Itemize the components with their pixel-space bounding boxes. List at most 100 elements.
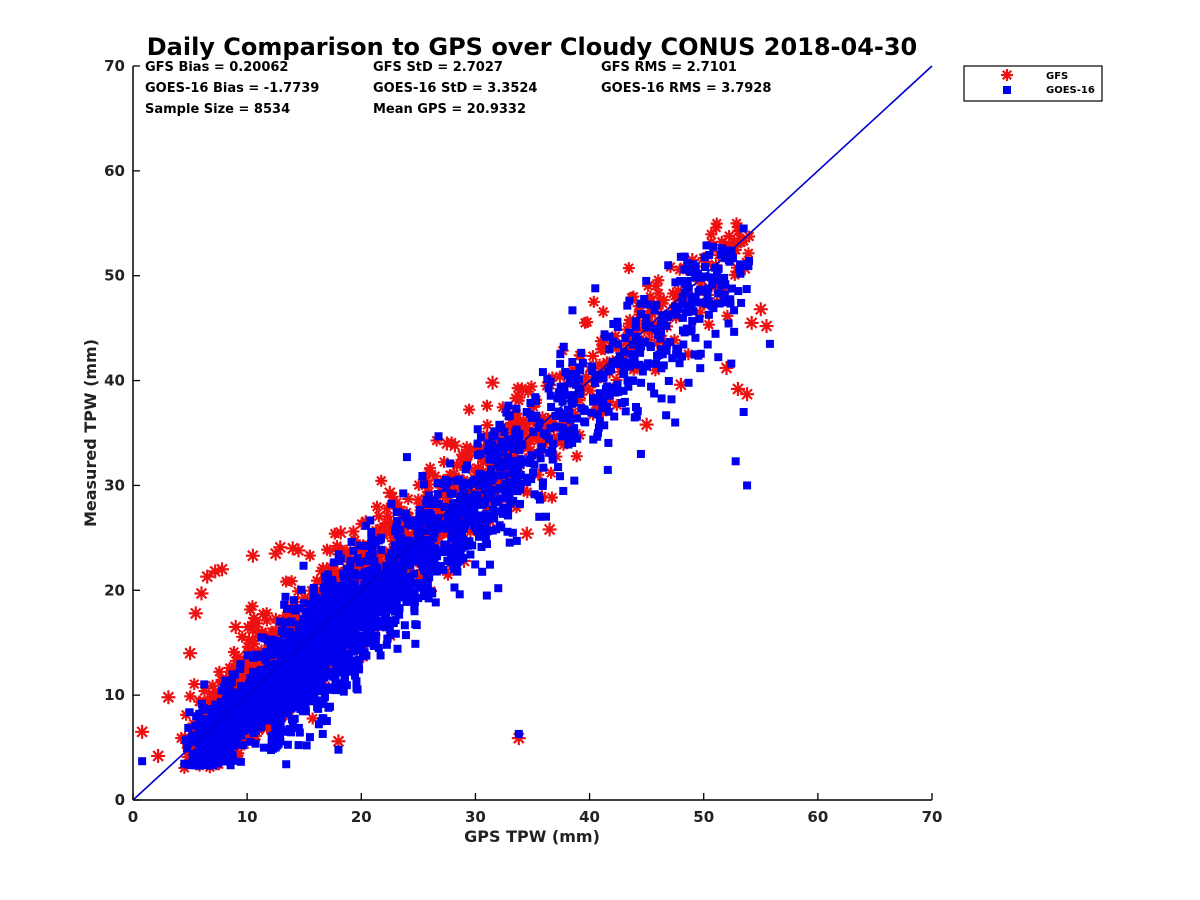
- goes16-point: [404, 540, 413, 549]
- goes16-point: [513, 471, 522, 480]
- goes16-point: [372, 631, 381, 640]
- goes16-point: [671, 278, 680, 287]
- goes16-point: [515, 436, 524, 445]
- points-layer: [135, 217, 774, 774]
- goes16-point: [640, 294, 649, 303]
- goes16-point: [306, 602, 315, 611]
- gfs-point: [480, 399, 493, 412]
- goes16-point: [272, 638, 281, 647]
- goes16-point: [656, 350, 665, 359]
- gfs-point: [381, 510, 394, 523]
- goes16-point: [346, 594, 355, 603]
- goes16-point: [451, 540, 460, 549]
- goes16-point: [714, 289, 723, 298]
- goes16-point: [635, 360, 644, 369]
- goes16-point: [377, 582, 386, 591]
- goes16-point: [434, 514, 443, 523]
- goes16-point: [393, 586, 402, 595]
- gfs-point: [597, 305, 610, 318]
- goes16-point: [505, 538, 514, 547]
- goes16-point: [652, 359, 661, 368]
- goes16-point: [736, 260, 745, 269]
- goes16-point: [310, 681, 319, 690]
- goes16-point: [559, 429, 568, 438]
- goes16-point: [368, 547, 377, 556]
- goes16-point: [573, 434, 582, 443]
- goes16-point: [440, 540, 449, 549]
- goes16-point: [212, 728, 221, 737]
- gfs-point: [260, 614, 273, 627]
- goes16-point: [637, 378, 646, 387]
- goes16-point: [359, 604, 368, 613]
- goes16-point: [308, 642, 317, 651]
- goes16-point: [656, 334, 665, 343]
- goes16-point: [616, 352, 625, 361]
- goes16-point: [335, 685, 344, 694]
- goes16-point: [608, 358, 617, 367]
- goes16-point: [236, 757, 245, 766]
- goes16-point: [386, 630, 395, 639]
- goes16-point: [628, 340, 637, 349]
- goes16-point: [601, 332, 610, 341]
- goes16-point: [507, 442, 516, 451]
- goes16-point: [546, 377, 555, 386]
- goes16-point: [360, 611, 369, 620]
- goes16-point: [419, 480, 428, 489]
- goes16-point: [345, 613, 354, 622]
- goes16-point: [546, 391, 555, 400]
- stat-mean-gps: Mean GPS = 20.9332: [373, 102, 526, 117]
- gfs-point: [267, 626, 280, 639]
- gfs-point: [135, 724, 150, 739]
- goes16-point: [358, 599, 367, 608]
- goes16-point: [274, 715, 283, 724]
- goes16-point: [427, 565, 436, 574]
- goes16-point: [351, 618, 360, 627]
- goes16-point: [709, 304, 718, 313]
- goes16-point: [432, 567, 441, 576]
- goes16-point: [530, 490, 539, 499]
- goes16-point: [322, 634, 331, 643]
- goes16-point: [461, 520, 470, 529]
- goes16-point: [425, 526, 434, 535]
- goes16-point: [536, 454, 545, 463]
- gfs-point: [303, 549, 316, 562]
- gfs-point: [719, 360, 734, 375]
- goes16-point: [483, 488, 492, 497]
- goes16-point: [701, 272, 710, 281]
- goes16-point: [664, 261, 673, 270]
- x-tick-label: 20: [351, 808, 372, 826]
- series-goes16: [138, 224, 774, 770]
- goes16-point: [735, 265, 744, 274]
- goes16-point: [362, 579, 371, 588]
- goes16-point: [396, 525, 405, 534]
- goes16-point: [298, 680, 307, 689]
- goes16-point: [605, 345, 614, 354]
- goes16-point: [326, 597, 335, 606]
- goes16-point: [313, 667, 322, 676]
- gfs-point: [515, 382, 528, 395]
- goes16-point: [393, 644, 402, 653]
- goes16-point: [535, 418, 544, 427]
- goes16-point: [371, 595, 380, 604]
- goes16-point: [656, 345, 665, 354]
- goes16-point: [357, 618, 366, 627]
- goes16-point: [603, 465, 612, 474]
- goes16-point: [556, 350, 565, 359]
- goes16-point: [720, 273, 729, 282]
- goes16-point: [631, 322, 640, 331]
- goes16-point: [188, 734, 197, 743]
- goes16-point: [734, 287, 743, 296]
- goes16-point: [210, 739, 219, 748]
- goes16-point: [304, 621, 313, 630]
- goes16-point: [625, 328, 634, 337]
- goes16-point: [448, 526, 457, 535]
- goes16-point: [305, 733, 314, 742]
- goes16-point: [717, 281, 726, 290]
- goes16-point: [566, 415, 575, 424]
- goes16-point: [454, 516, 463, 525]
- goes16-point: [720, 298, 729, 307]
- goes16-point: [482, 509, 491, 518]
- goes16-point: [251, 668, 260, 677]
- goes16-point: [328, 575, 337, 584]
- goes16-point: [720, 290, 729, 299]
